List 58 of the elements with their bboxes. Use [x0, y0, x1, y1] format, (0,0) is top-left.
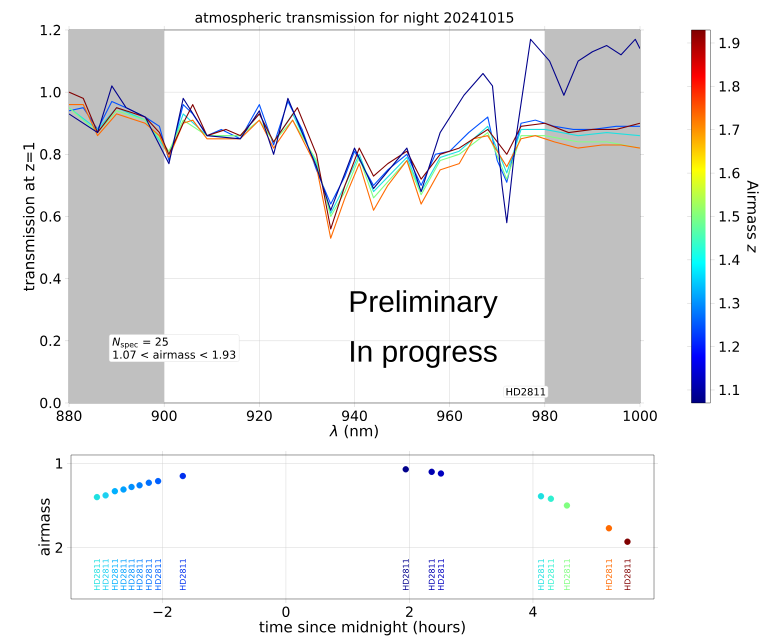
- point: [120, 486, 127, 493]
- color-bar-label: 1.4: [720, 254, 740, 265]
- point: [402, 466, 409, 472]
- y-axis-title: airmass: [38, 498, 50, 556]
- line-series: [69, 38, 640, 224]
- color-bar-label: 1.6: [720, 168, 740, 178]
- point: [154, 478, 162, 484]
- chart-title: atmospheric transmission for night 20241015: [195, 12, 514, 26]
- point: [438, 470, 444, 477]
- point: [548, 496, 554, 502]
- point: [128, 484, 135, 490]
- y-tick-label: 0.4: [40, 273, 61, 284]
- x-tick-label: 4: [529, 606, 537, 617]
- x-tick-label: 980: [532, 410, 558, 422]
- annotation: N$_{spec}$ = 25: [112, 338, 168, 349]
- point: [136, 482, 143, 488]
- x-tick-label: 940: [342, 410, 367, 422]
- point: [564, 502, 570, 509]
- point: [112, 488, 118, 494]
- y-tick-label: 1.0: [40, 86, 61, 98]
- point: [102, 492, 109, 499]
- y-axis-title: transmission at z=1: [22, 142, 34, 292]
- x-tick-label: 900: [152, 410, 177, 422]
- point: [428, 468, 435, 476]
- point: [180, 472, 186, 480]
- color-bar-title: Airmass z: [747, 180, 759, 253]
- y-tick-label: 0.8: [40, 149, 61, 160]
- annotation: Preliminary: [350, 290, 498, 318]
- color-bar-label: 1.3: [720, 298, 740, 308]
- x-tick-label: 880: [56, 410, 82, 422]
- color-bar-label: 1.9: [720, 38, 740, 48]
- point: [94, 494, 100, 500]
- y-tick-label: 2: [56, 542, 62, 553]
- color-bar-label: 1.1: [720, 384, 740, 396]
- color-bar-label: 1.8: [720, 81, 740, 92]
- annotation: 1.07 < airmass < 1.93: [113, 350, 236, 359]
- x-tick-label: 0: [282, 606, 290, 618]
- point: [538, 493, 544, 500]
- point: [624, 538, 631, 545]
- x-tick-label: 960: [437, 410, 462, 422]
- y-tick-label: 0.6: [40, 211, 61, 222]
- x-axis-title: time since midnight (hours): [259, 620, 465, 636]
- x-tick-label: 2: [406, 606, 412, 617]
- x-tick-label: −2: [154, 606, 172, 617]
- annotation: HD2811: [506, 388, 546, 396]
- y-tick-label: 0.2: [40, 336, 60, 346]
- point: [146, 480, 152, 486]
- x-tick-label: 920: [246, 410, 272, 422]
- color-bar-label: 1.7: [720, 124, 740, 135]
- y-tick-label: 0.0: [40, 398, 61, 408]
- y-tick-label: 1.2: [40, 24, 60, 36]
- color-bar-label: 1.2: [720, 341, 739, 352]
- x-tick-label: 1000: [624, 410, 657, 422]
- point: [606, 525, 612, 532]
- y-tick-label: 1: [56, 458, 62, 468]
- x-axis-title: λ (nm): [329, 424, 378, 438]
- annotation: In progress: [351, 341, 497, 368]
- color-bar-label: 1.5: [720, 211, 740, 222]
